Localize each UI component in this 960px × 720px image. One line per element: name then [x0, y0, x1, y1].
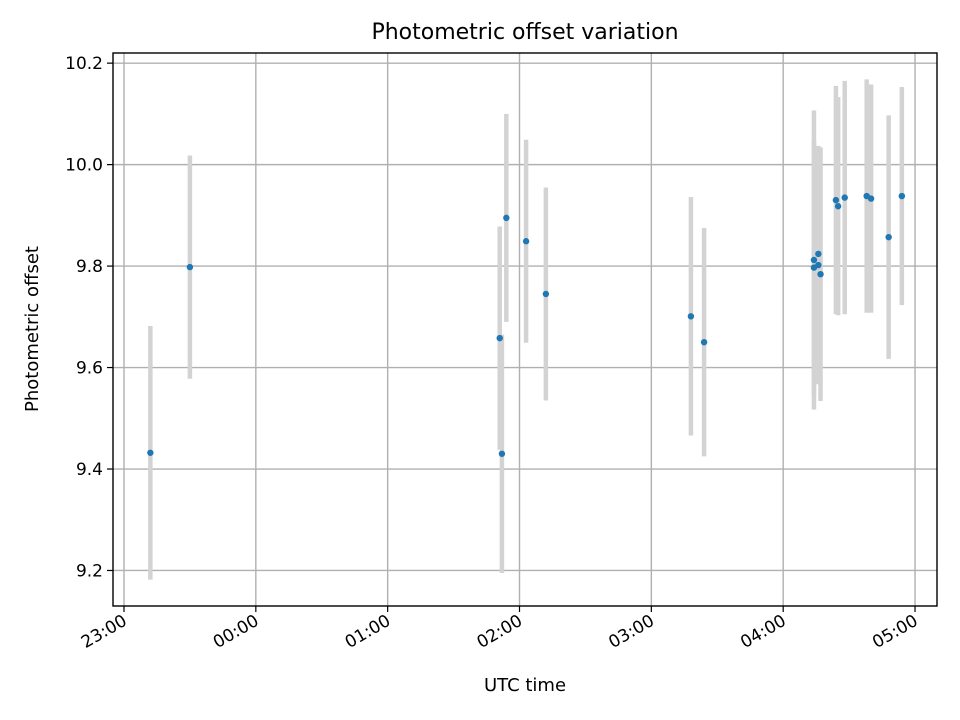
x-tick-label: 02:00 — [474, 611, 526, 653]
data-point — [817, 271, 824, 278]
y-axis-label: Photometric offset — [22, 246, 43, 412]
x-tick-label: 04:00 — [737, 611, 789, 653]
data-point — [832, 196, 840, 204]
y-tick-label: 9.4 — [76, 460, 103, 480]
x-tick-label: 23:00 — [78, 611, 130, 653]
data-point — [186, 263, 194, 271]
data-point — [898, 192, 906, 200]
y-tick-label: 9.8 — [76, 257, 103, 277]
data-point — [496, 334, 503, 342]
chart-title: Photometric offset variation — [371, 20, 678, 45]
error-bars — [148, 79, 905, 580]
plot-frame — [112, 52, 938, 607]
data-point — [522, 238, 530, 245]
data-point — [147, 449, 154, 456]
data-point — [810, 256, 818, 264]
data-point — [834, 203, 842, 210]
x-tick-label: 03:00 — [605, 611, 657, 653]
data-point — [687, 313, 695, 320]
grid-lines — [113, 53, 937, 606]
data-point — [867, 195, 875, 202]
data-point — [542, 290, 550, 298]
axis-ticks: 23:00 00:00 01:00 02:00 03:00 04:00 05:00 9.2 9.… — [65, 54, 921, 653]
data-point — [841, 194, 848, 201]
data-point — [815, 261, 822, 269]
data-point — [700, 338, 708, 346]
x-tick-label: 05:00 — [869, 611, 921, 653]
data-points — [147, 192, 906, 457]
data-point — [503, 214, 510, 222]
x-tick-label: 00:00 — [210, 611, 262, 653]
data-point — [498, 450, 506, 457]
data-point — [815, 250, 822, 258]
y-tick-label: 10.2 — [65, 54, 103, 74]
y-tick-label: 10.0 — [65, 156, 103, 176]
x-axis-label: UTC time — [484, 675, 566, 696]
x-tick-label: 01:00 — [342, 611, 394, 653]
y-tick-label: 9.2 — [76, 561, 103, 581]
y-tick-label: 9.6 — [76, 359, 103, 379]
data-point — [885, 233, 892, 241]
